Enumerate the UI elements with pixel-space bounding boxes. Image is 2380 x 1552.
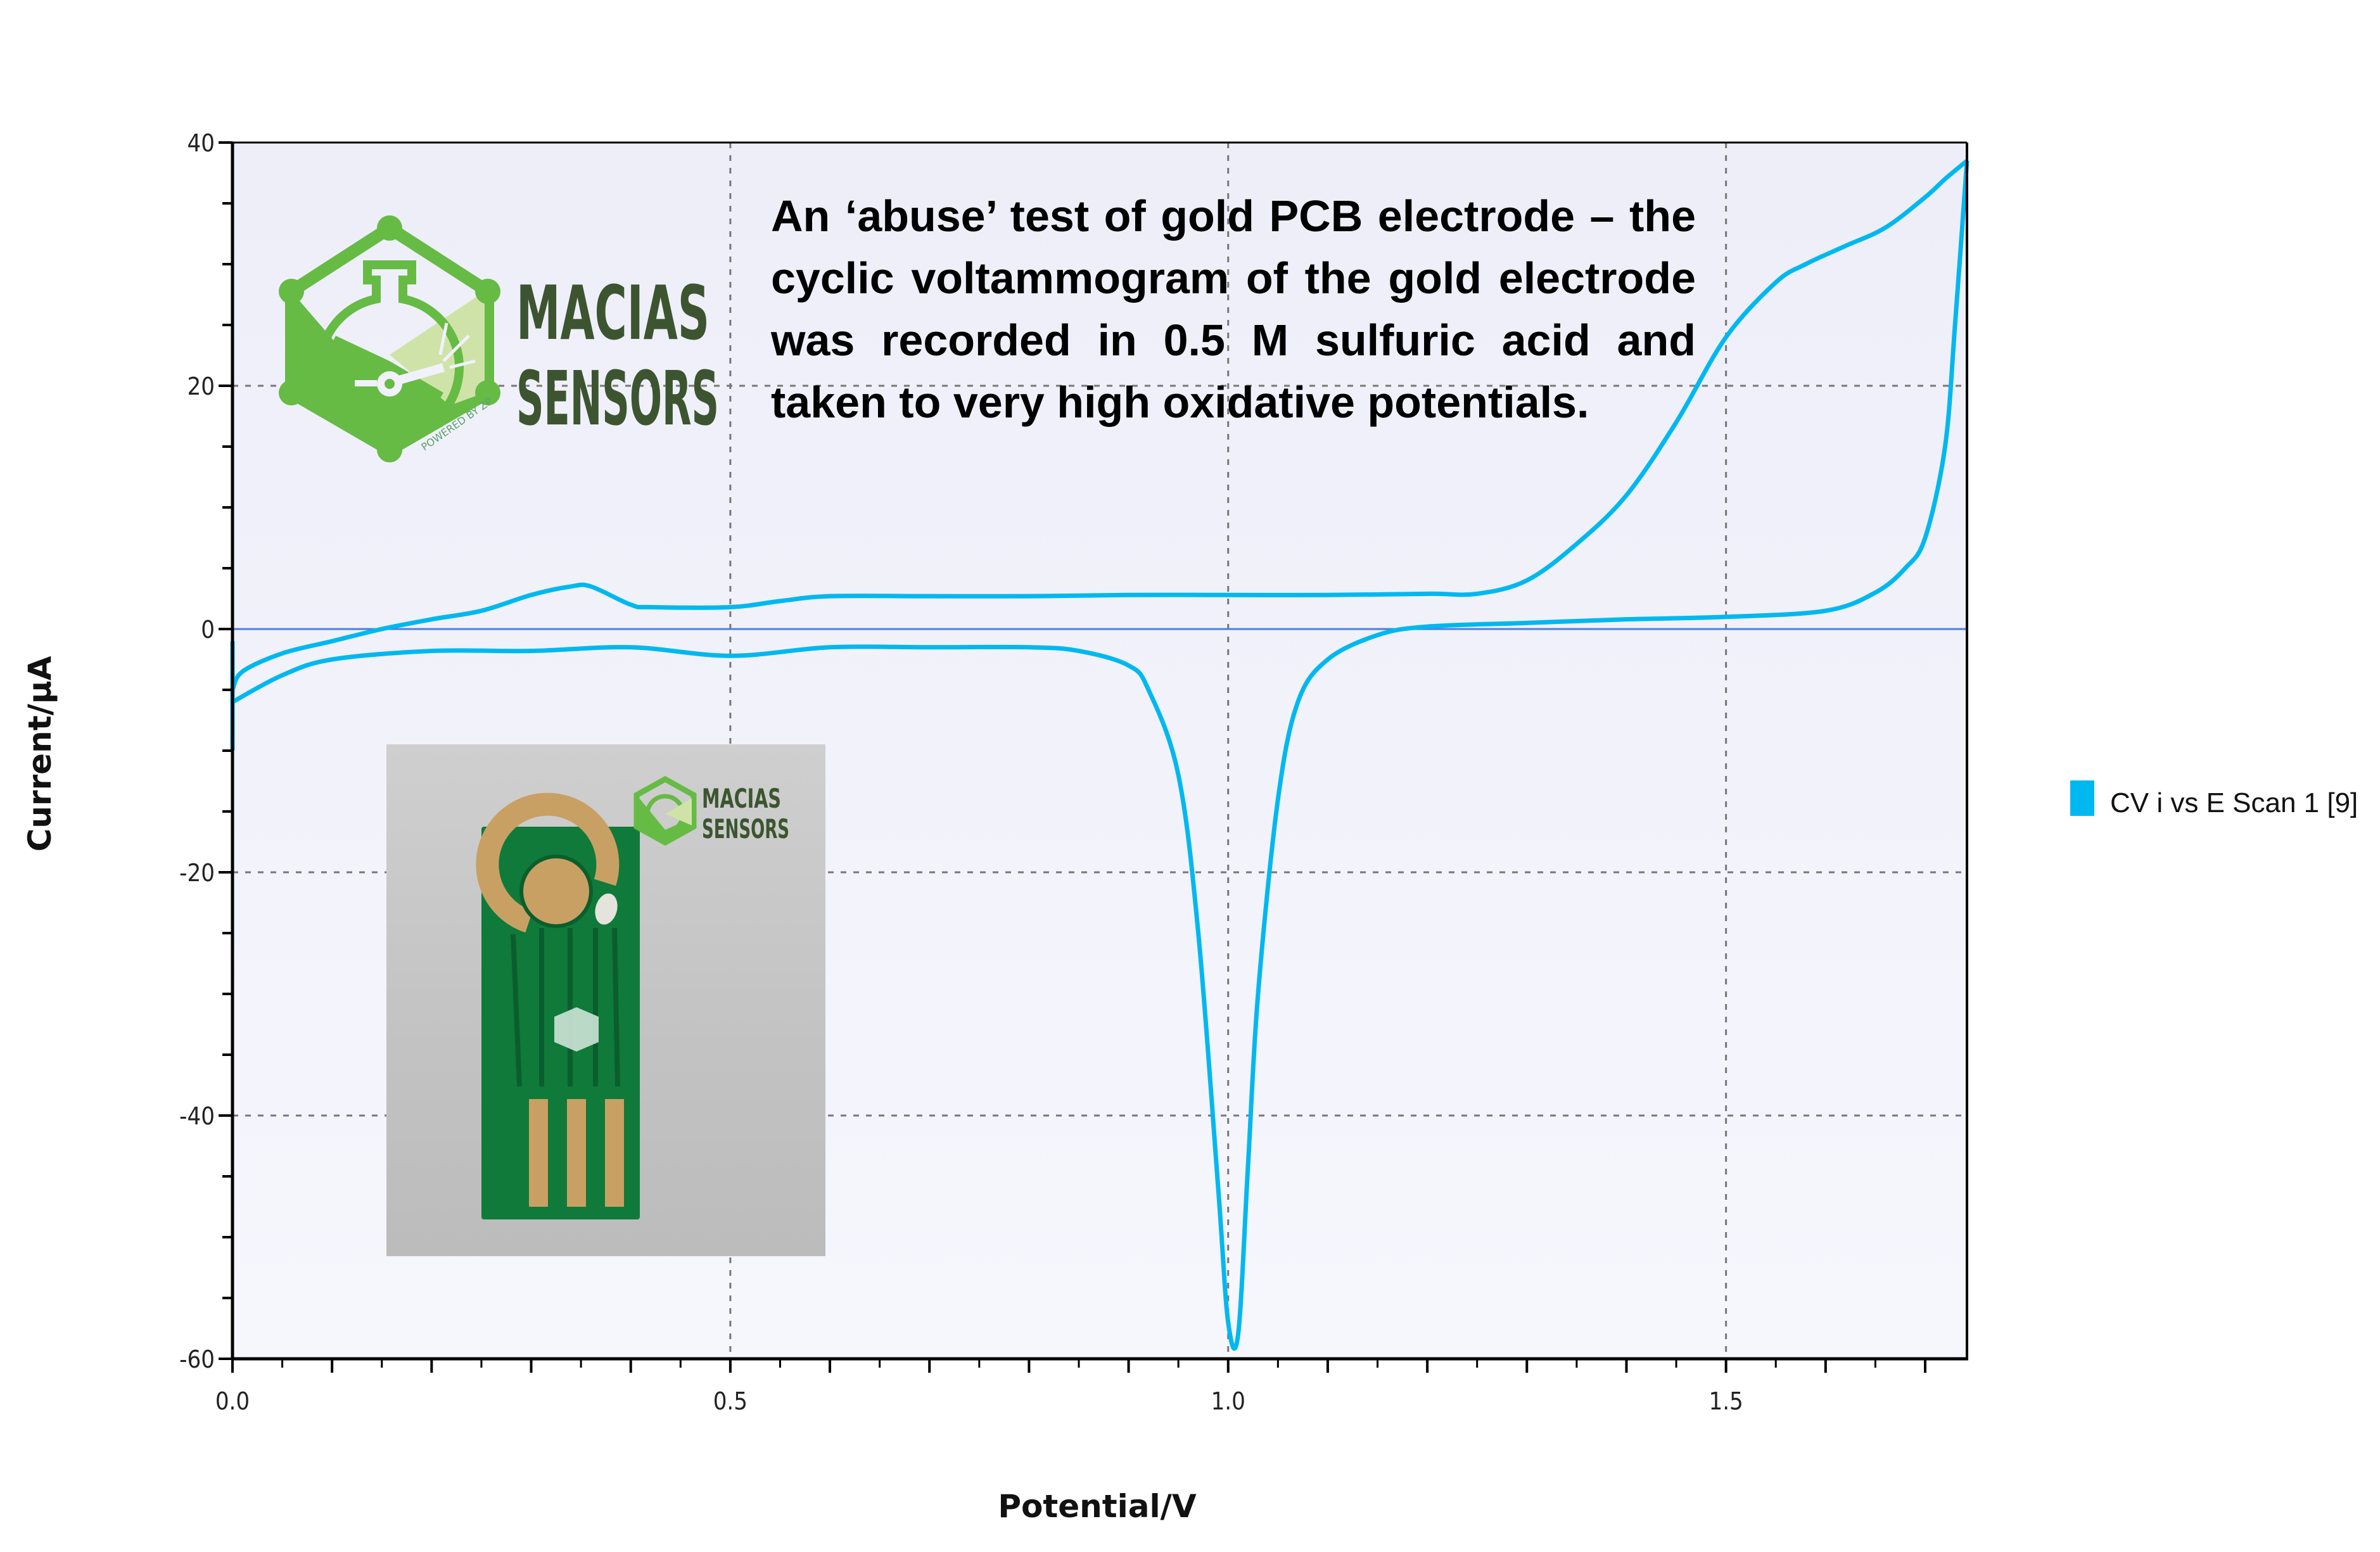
macias-sensors-logo: MACIAS SENSORS POWERED BY ZP [279, 215, 719, 462]
x-tick-label: 1.5 [1709, 1387, 1743, 1415]
x-tick-label: 1.0 [1211, 1387, 1245, 1415]
y-tick-label: -60 [179, 1345, 215, 1373]
x-tick-label: 0.5 [713, 1387, 748, 1415]
inset-logo: MACIAS SENSORS [633, 775, 789, 846]
cv-reverse-scan [231, 160, 1970, 1351]
x-axis-ticks: 0.0 0.5 1.0 1.5 [215, 1359, 1926, 1415]
inset-logo-line1: MACIAS [702, 783, 781, 814]
inset-logo-line2: SENSORS [702, 813, 789, 844]
y-axis-ticks: 40 20 0 -20 -40 -60 [179, 129, 232, 1373]
y-tick-label: 40 [188, 129, 215, 157]
y-axis-title: Current/µA [22, 656, 58, 851]
logo-text-line1: MACIAS [516, 269, 710, 357]
legend-swatch [2070, 780, 2094, 816]
y-tick-label: 20 [188, 372, 215, 400]
cv-forward-scan [230, 159, 1969, 691]
y-tick-label: -40 [179, 1102, 215, 1130]
legend-label: CV i vs E Scan 1 [9] [2110, 787, 2358, 818]
y-tick-label: -20 [179, 859, 215, 887]
logo-text-line2: SENSORS [516, 355, 719, 442]
annotation-text: An ‘abuse’ test of gold PCB electrode – … [771, 191, 1696, 427]
y-tick-label: 0 [201, 616, 215, 644]
x-tick-label: 0.0 [215, 1387, 250, 1415]
flask-hexagon-icon [279, 215, 500, 462]
electrode-photo: MACIAS SENSORS [386, 744, 825, 1256]
grid-lines [232, 143, 1967, 1359]
x-axis-title: Potential/V [998, 1488, 1197, 1525]
pcb-electrode-board [476, 792, 640, 1219]
